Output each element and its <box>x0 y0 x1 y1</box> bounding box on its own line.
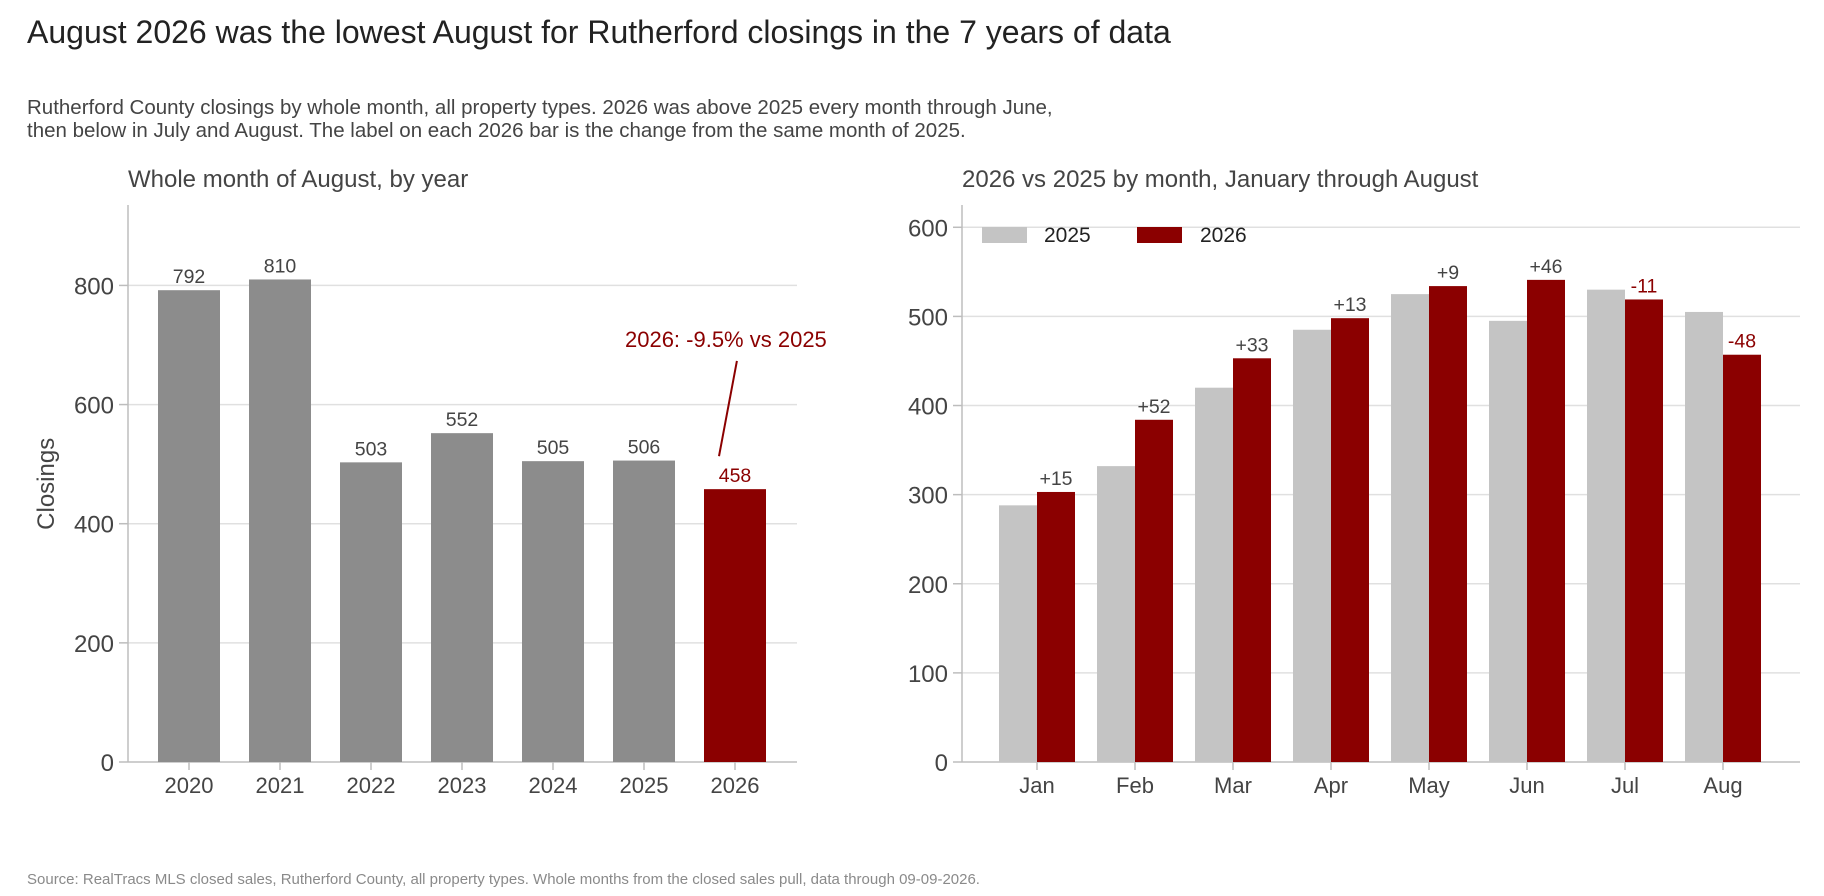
right-y-tick-label: 300 <box>908 483 948 510</box>
left-x-tick-label-2021: 2021 <box>256 773 305 798</box>
right-x-tick-label-Mar: Mar <box>1214 773 1252 798</box>
right-bar-label-Feb: +52 <box>1137 396 1170 418</box>
left-bar-2022 <box>340 462 402 762</box>
left-bar-label-2023: 552 <box>446 409 479 431</box>
right-bar-2025-Apr <box>1293 329 1331 762</box>
left-y-tick-label: 600 <box>74 393 114 420</box>
right-bar-label-Apr: +13 <box>1333 294 1366 316</box>
right-y-tick-label: 100 <box>908 661 948 688</box>
subtitle-line-1: Rutherford County closings by whole mont… <box>27 96 1053 119</box>
left-y-tick-label: 0 <box>101 750 114 777</box>
left-bar-label-2022: 503 <box>355 438 388 460</box>
left-bar-2023 <box>431 433 493 762</box>
right-y-tick-label: 400 <box>908 394 948 421</box>
left-x-tick-label-2022: 2022 <box>347 773 396 798</box>
right-bar-2025-Mar <box>1195 387 1233 762</box>
right-y-tick-label: 500 <box>908 304 948 331</box>
left-y-tick-label: 400 <box>74 512 114 539</box>
chart-title: August 2026 was the lowest August for Ru… <box>27 14 1171 50</box>
right-bar-2025-Feb <box>1097 466 1135 762</box>
right-bar-label-Jan: +15 <box>1039 468 1072 490</box>
right-bar-label-Jul: -11 <box>1631 275 1658 297</box>
right-x-tick-label-Aug: Aug <box>1703 773 1742 798</box>
left-bar-2026 <box>704 489 766 762</box>
left-x-tick-label-2024: 2024 <box>529 773 578 798</box>
left-bar-label-2025: 506 <box>628 437 661 459</box>
source-note: Source: RealTracs MLS closed sales, Ruth… <box>27 871 980 888</box>
right-x-tick-label-Feb: Feb <box>1116 773 1154 798</box>
left-bar-2024 <box>522 461 584 762</box>
right-y-tick-label: 0 <box>935 750 948 777</box>
legend-label-2026: 2026 <box>1200 224 1247 247</box>
right-bar-2026-Jul <box>1625 299 1663 762</box>
legend-swatch-2026 <box>1137 227 1182 243</box>
right-bar-2025-Jun <box>1489 320 1527 762</box>
left-x-tick-label-2026: 2026 <box>711 773 760 798</box>
right-y-tick-label: 600 <box>908 215 948 242</box>
right-bar-2025-Jul <box>1587 289 1625 762</box>
right-x-tick-label-Jul: Jul <box>1611 773 1639 798</box>
left-x-tick-label-2025: 2025 <box>620 773 669 798</box>
left-y-tick-label: 800 <box>74 273 114 300</box>
left-bar-2021 <box>249 279 311 762</box>
right-bar-2026-Jan <box>1037 491 1075 762</box>
left-x-tick-label-2023: 2023 <box>438 773 487 798</box>
left-panel-title: Whole month of August, by year <box>128 166 468 193</box>
left-bar-label-2026: 458 <box>719 465 752 487</box>
left-y-tick-label: 200 <box>74 631 114 658</box>
chart-subtitle: Rutherford County closings by whole mont… <box>27 96 1427 142</box>
left-x-tick-label-2020: 2020 <box>165 773 214 798</box>
right-y-tick-label: 200 <box>908 572 948 599</box>
left-y-axis-label: Closings <box>33 438 60 530</box>
right-x-tick-label-Jun: Jun <box>1509 773 1544 798</box>
right-bar-2026-Apr <box>1331 318 1369 762</box>
right-bar-label-May: +9 <box>1437 262 1459 284</box>
right-bar-2026-Jun <box>1527 279 1565 762</box>
right-bar-label-Jun: +46 <box>1529 256 1562 278</box>
left-bar-2025 <box>613 460 675 762</box>
right-bar-2026-Mar <box>1233 358 1271 762</box>
right-bar-label-Mar: +33 <box>1235 334 1268 356</box>
legend-swatch-2025 <box>982 227 1027 243</box>
legend-label-2025: 2025 <box>1044 224 1091 247</box>
right-bar-2026-Aug <box>1723 354 1761 762</box>
right-x-tick-label-May: May <box>1408 773 1450 798</box>
right-panel-title: 2026 vs 2025 by month, January through A… <box>962 166 1479 193</box>
right-bar-2025-Aug <box>1685 311 1723 762</box>
right-bar-2026-Feb <box>1135 419 1173 762</box>
right-x-tick-label-Apr: Apr <box>1314 773 1348 798</box>
left-annotation-arrow <box>718 360 738 457</box>
left-bar-2020 <box>158 290 220 762</box>
left-annotation-text: 2026: -9.5% vs 2025 <box>625 327 827 352</box>
left-bar-label-2024: 505 <box>537 437 570 459</box>
right-bar-2026-May <box>1429 286 1467 762</box>
right-x-tick-label-Jan: Jan <box>1019 773 1054 798</box>
subtitle-line-2: then below in July and August. The label… <box>27 119 966 142</box>
left-bar-label-2021: 810 <box>264 255 297 277</box>
left-bar-label-2020: 792 <box>173 266 206 288</box>
right-bar-2025-Jan <box>999 505 1037 762</box>
right-bar-2025-May <box>1391 294 1429 762</box>
right-bar-label-Aug: -48 <box>1728 331 1756 353</box>
